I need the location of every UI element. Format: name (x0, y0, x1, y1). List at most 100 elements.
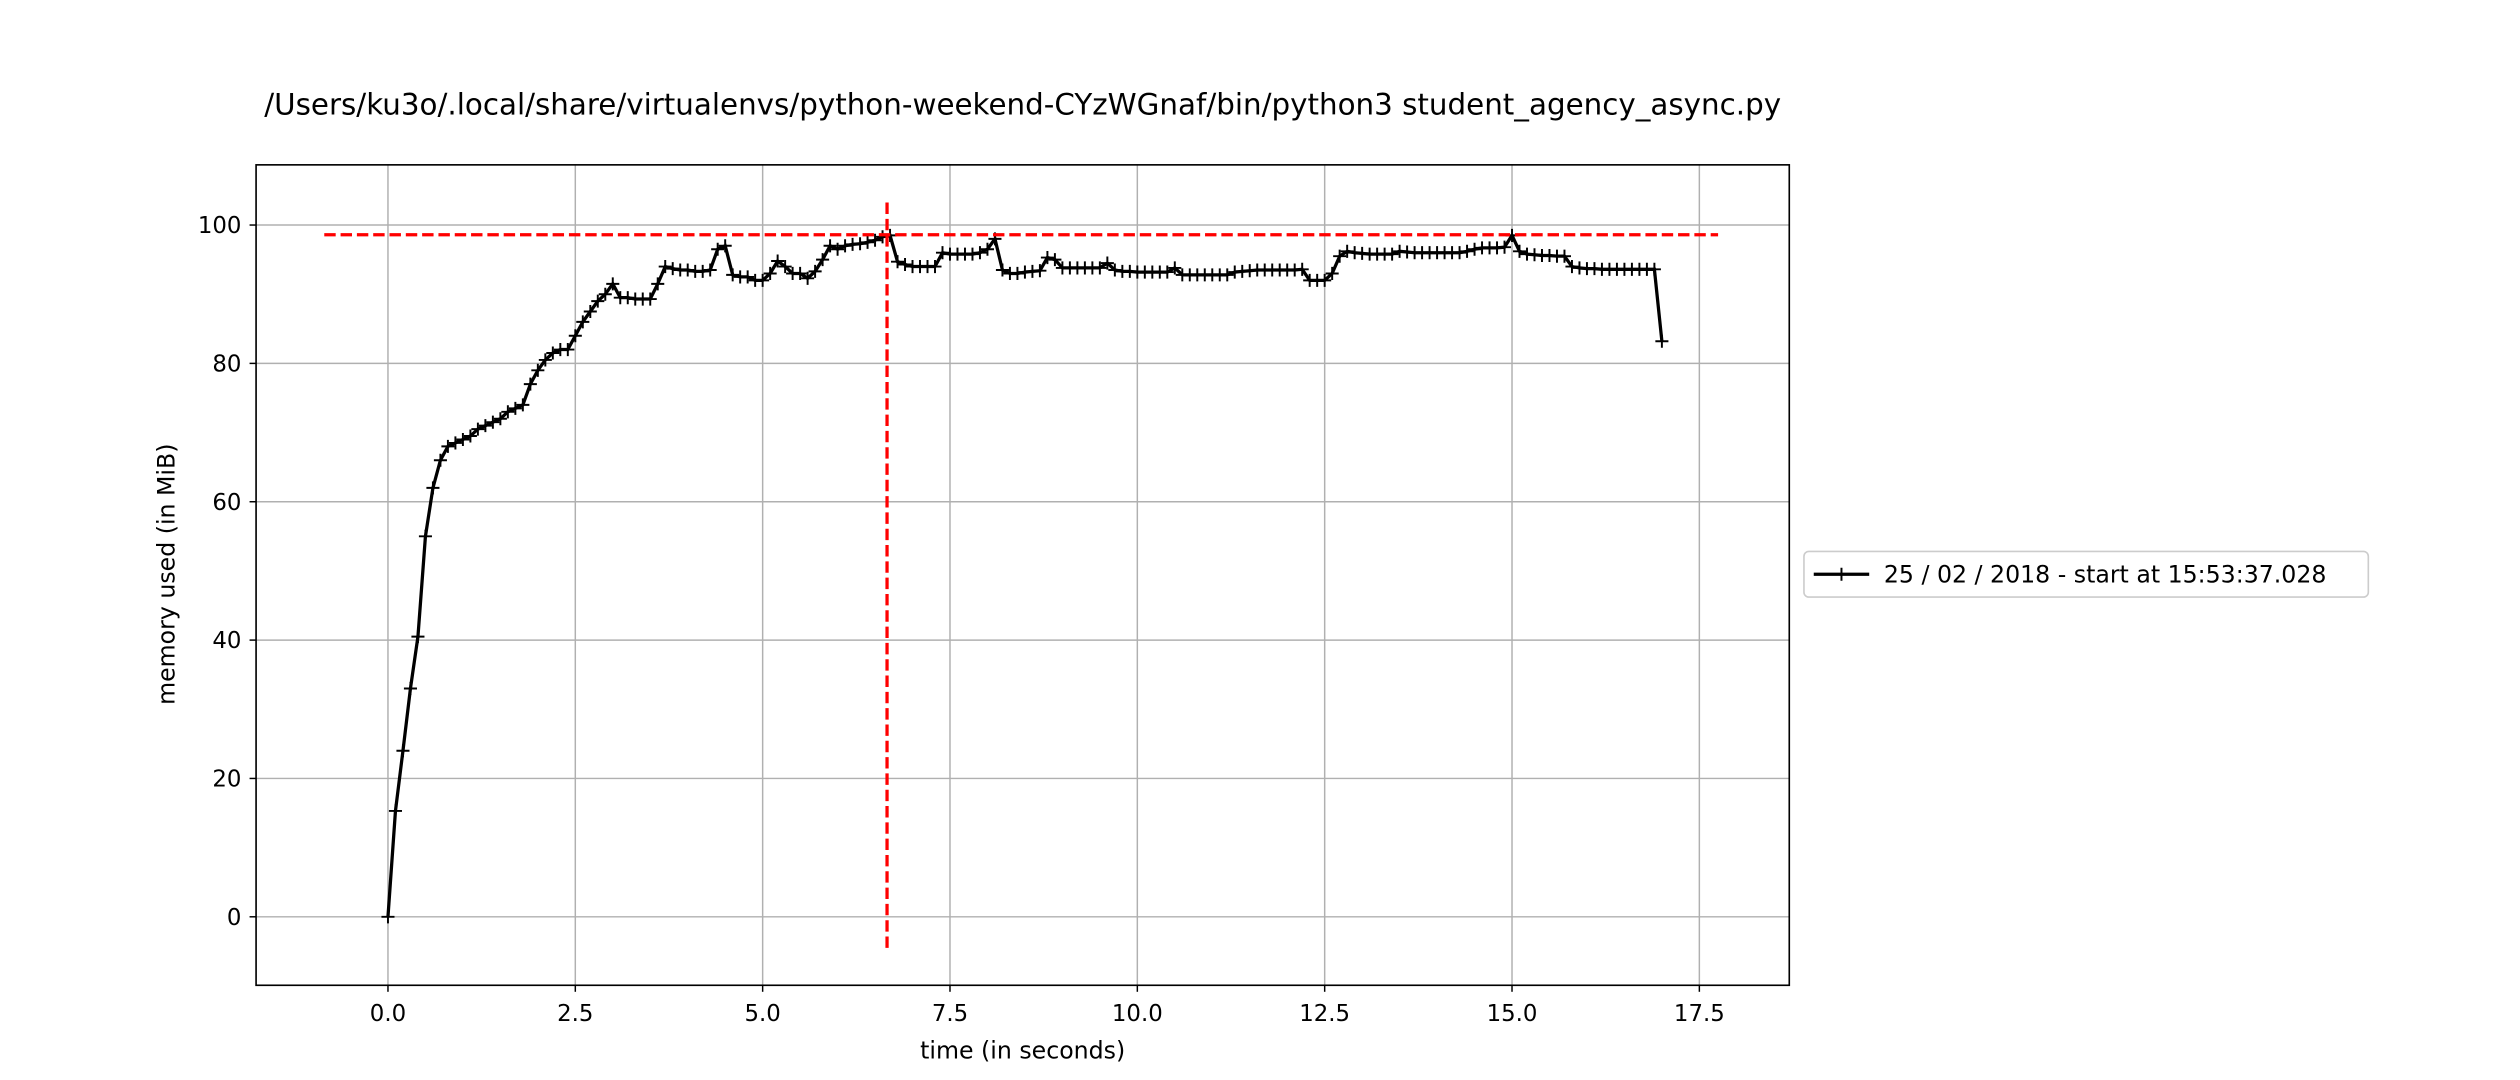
y-tick-label: 40 (212, 628, 241, 654)
data-point (816, 253, 830, 267)
data-point (546, 346, 560, 360)
data-point (1010, 266, 1024, 280)
y-tick-label: 100 (198, 213, 242, 239)
data-point (1453, 246, 1467, 260)
data-point (591, 294, 605, 308)
data-point (478, 419, 492, 433)
x-axis-label: time (in seconds) (920, 1037, 1125, 1065)
legend: 25 / 02 / 2018 - start at 15:53:37.028 (1803, 550, 2370, 598)
data-point (808, 264, 822, 278)
data-point (598, 287, 612, 301)
data-point (531, 363, 545, 377)
data-point (561, 343, 575, 357)
y-axis-label: memory used (in MiB) (153, 444, 181, 705)
data-point (935, 246, 950, 260)
data-point (801, 271, 815, 285)
data-point (538, 353, 552, 367)
data-point (763, 266, 777, 280)
x-tick-label: 2.5 (557, 1001, 593, 1027)
data-line (386, 232, 1664, 917)
data-point (1168, 261, 1182, 275)
y-tick-label: 20 (212, 767, 241, 793)
x-tick-label: 10.0 (1112, 1001, 1163, 1027)
data-point (651, 277, 665, 291)
data-point (1033, 264, 1047, 278)
data-point (441, 439, 455, 453)
data-point (1460, 244, 1474, 258)
x-tick-label: 0.0 (370, 1001, 406, 1027)
data-point (868, 233, 882, 247)
data-point (463, 429, 477, 443)
data-point (433, 453, 447, 467)
data-point (771, 254, 785, 268)
data-point (1325, 266, 1339, 280)
data-point (381, 910, 395, 924)
data-point (778, 260, 792, 274)
y-tick-label: 60 (212, 490, 241, 516)
data-point (696, 264, 710, 278)
data-point (1048, 253, 1062, 267)
data-point (501, 405, 515, 419)
legend-box (1803, 550, 2370, 598)
data-point (1333, 249, 1347, 263)
data-point (1160, 265, 1174, 279)
data-point (853, 237, 867, 251)
data-point (681, 263, 695, 277)
data-point (1647, 262, 1661, 276)
data-point (396, 744, 410, 758)
data-point (486, 415, 500, 429)
data-point (980, 242, 994, 256)
data-point (666, 262, 680, 276)
data-point (508, 401, 522, 415)
data-point (1220, 268, 1234, 282)
data-point (726, 268, 740, 282)
data-point (973, 246, 987, 260)
data-point (718, 239, 732, 253)
data-point (456, 432, 470, 447)
data-point (1318, 273, 1332, 287)
x-tick-label: 17.5 (1674, 1001, 1725, 1027)
data-point (891, 255, 905, 269)
data-point (426, 481, 440, 495)
data-point (711, 242, 725, 256)
legend-label: 25 / 02 / 2018 - start at 15:53:37.028 (1884, 560, 2327, 588)
data-point (928, 260, 942, 274)
data-point (403, 681, 417, 696)
data-point (793, 266, 807, 280)
data-point (643, 292, 657, 306)
x-tick-label: 15.0 (1487, 1001, 1538, 1027)
data-point (388, 804, 402, 818)
x-tick-label: 5.0 (744, 1001, 780, 1027)
data-point (471, 422, 485, 436)
data-point (1565, 260, 1579, 274)
data-point (831, 242, 845, 256)
data-point (1040, 251, 1054, 265)
data-point (1100, 256, 1114, 270)
data-point (995, 263, 1009, 277)
data-point (658, 260, 672, 274)
data-point (1295, 262, 1309, 276)
data-point (861, 235, 875, 249)
data-point (1340, 244, 1354, 258)
data-point (568, 329, 582, 343)
data-point (1655, 334, 1669, 348)
chart-title: /Users/ku3o/.local/share/virtualenvs/pyt… (264, 87, 1781, 121)
data-point (838, 239, 852, 253)
data-point (583, 304, 597, 319)
data-point (898, 257, 912, 271)
data-point (703, 263, 717, 277)
y-tick-label: 80 (212, 352, 241, 378)
legend-marker (1834, 567, 1848, 581)
data-point (523, 377, 537, 391)
data-point (576, 315, 590, 329)
y-tick-label: 0 (227, 905, 242, 931)
data-point (448, 436, 462, 450)
data-point (1093, 261, 1107, 275)
data-point (606, 277, 620, 291)
data-point (1557, 249, 1571, 263)
data-point (418, 529, 432, 543)
data-point (823, 239, 837, 253)
data-point (1512, 244, 1527, 258)
